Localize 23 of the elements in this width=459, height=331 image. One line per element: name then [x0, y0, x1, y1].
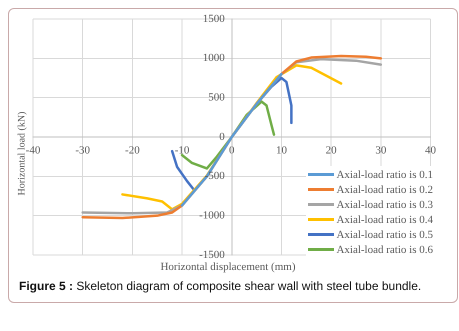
- y-tick-label: 1000: [202, 52, 226, 64]
- x-tick-label: 30: [375, 144, 387, 156]
- legend-label: Axial-load ratio is 0.3: [336, 198, 433, 210]
- x-axis-title: Horizontal displacement (mm): [159, 261, 296, 273]
- y-tick-label: -1500: [199, 248, 226, 261]
- legend-label: Axial-load ratio is 0.5: [336, 228, 433, 240]
- x-tick-label: -40: [26, 144, 41, 156]
- legend-label: Axial-load ratio is 0.4: [336, 214, 433, 226]
- x-tick-label: 20: [326, 144, 338, 156]
- x-tick-label: -10: [174, 144, 190, 156]
- legend-label: Axial-load ratio is 0.1: [336, 168, 433, 180]
- x-tick-label: -30: [75, 144, 91, 156]
- x-tick-label: 40: [425, 144, 436, 156]
- text: Figure 5 : Skeleton diagram of composite shear wall with steel tube bundle.: [19, 279, 422, 293]
- legend-label: Axial-load ratio is 0.2: [336, 184, 433, 196]
- y-axis-title: Horizontal load (kN): [16, 111, 28, 195]
- legend-label: Axial-load ratio is 0.6: [336, 244, 433, 256]
- y-tick-label: -1000: [199, 210, 226, 222]
- x-tick-label: -20: [125, 144, 140, 156]
- x-tick-label: 10: [276, 144, 288, 156]
- y-tick-label: 0: [219, 130, 226, 143]
- y-tick-label: 500: [208, 92, 226, 104]
- y-tick-label: 1500: [202, 12, 226, 25]
